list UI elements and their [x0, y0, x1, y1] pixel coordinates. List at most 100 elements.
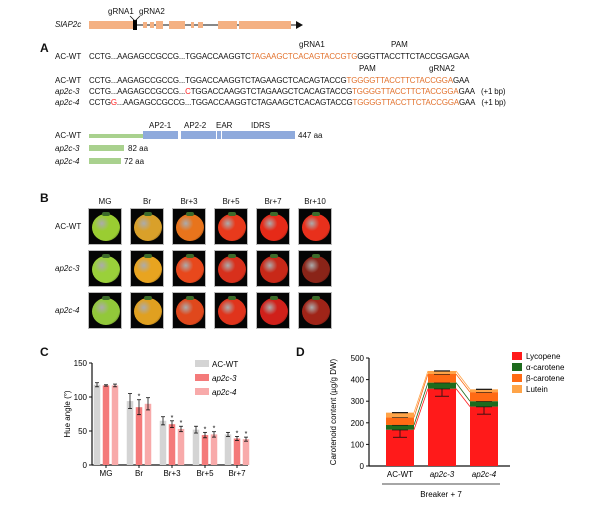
legend-label: α-carotene — [526, 363, 565, 372]
stage-column-label: MG — [98, 197, 112, 206]
stacked-bar-β-carotene — [470, 392, 498, 402]
legend-swatch — [512, 363, 522, 371]
x-tick-label: Br — [135, 469, 143, 478]
bar-AC-WT — [126, 401, 134, 465]
stage-column-label: Br — [143, 197, 151, 206]
domain-label-ear: EAR — [216, 121, 233, 130]
connector-line — [413, 373, 429, 418]
y-axis-title: Hue angle (°) — [63, 390, 72, 438]
legend-swatch — [512, 352, 522, 360]
y-tick-label: 50 — [78, 427, 87, 436]
stacked-bar-α-carotene — [470, 401, 498, 407]
bar-ap2c-4 — [144, 403, 152, 465]
tomato-fruit — [92, 214, 120, 241]
sequence-segment: GAA — [459, 98, 476, 107]
sequence-row: CCTG...AAGAGCCGCCG...CTGGACCAAGGTCTAGAAG… — [89, 87, 505, 96]
pam2-label: PAM — [359, 64, 376, 73]
legend-label: AC-WT — [212, 360, 238, 369]
sequence-row-label: ap2c-3 — [55, 87, 80, 96]
protein-row-label-ap2c-3: ap2c-3 — [55, 144, 80, 153]
tomato-stem — [270, 212, 278, 216]
grna1-marker-label: gRNA1 — [108, 7, 134, 16]
tomato-photo — [130, 292, 164, 329]
panel-d-label: D — [296, 345, 305, 359]
gene-structure-diagram — [89, 15, 303, 30]
legend-label: β-carotene — [526, 374, 565, 383]
bar-AC-WT — [192, 429, 200, 465]
legend-label: Lutein — [526, 385, 548, 394]
sequence-row-label: AC-WT — [55, 76, 82, 85]
legend-label: Lycopene — [526, 352, 561, 361]
x-tick-label: Br+7 — [228, 469, 246, 478]
carotenoid-chart: 0 100 200 300 400 500 Carotenoid content (µg/g… — [329, 352, 565, 499]
bar-ap2c-3 — [168, 424, 176, 465]
significance-mark: * — [236, 430, 239, 437]
y-tick-label: 0 — [83, 461, 88, 470]
bar-AC-WT — [224, 434, 232, 465]
grna2-marker-label: gRNA2 — [139, 7, 165, 16]
insertion-note: (+1 bp) — [478, 87, 506, 96]
sequence-row: CCTGG...AAGAGCCGCCG...TGGACCAAGGTCTAGAAG… — [89, 98, 506, 107]
tomato-fruit — [92, 256, 120, 283]
sequence-segment: GAA — [452, 76, 470, 85]
tomato-stem — [186, 254, 194, 258]
x-tick-label: ap2c-3 — [430, 470, 455, 479]
tomato-stem — [312, 212, 320, 216]
tomato-stem — [270, 254, 278, 258]
tomato-stem — [186, 296, 194, 300]
protein-length-ap2c-4: 72 aa — [124, 157, 145, 166]
significance-mark: * — [213, 426, 216, 433]
legend-swatch — [195, 360, 209, 367]
tomato-photo — [88, 250, 122, 287]
sequence-row: CCTG...AAGAGCCGCCG...TGGACCAAGGTCTAGAAGC… — [89, 52, 469, 61]
hue-angle-chart: 0 50 100 150 Hue angle (°) MG Br * Br+3 * * Br+5 * * B… — [63, 359, 250, 478]
tomato-fruit — [176, 214, 204, 241]
tomato-fruit — [260, 256, 288, 283]
insertion-note: (+1 bp) — [479, 98, 506, 107]
gene-name: SlAP2c — [55, 20, 82, 29]
stacked-bar-β-carotene — [428, 373, 456, 383]
bar-ap2c-3 — [135, 407, 143, 465]
tomato-stem — [228, 296, 236, 300]
stage-column-label: Br+3 — [180, 197, 198, 206]
legend-swatch — [512, 385, 522, 393]
tomato-photo — [88, 208, 122, 245]
genotype-row-label: ap2c-3 — [55, 264, 80, 273]
bar-ap2c-4 — [177, 428, 185, 465]
panel-b-label: B — [40, 191, 49, 205]
tomato-photo — [298, 292, 332, 329]
legend-label: ap2c-4 — [212, 388, 237, 397]
significance-mark: * — [245, 431, 248, 438]
tomato-photo — [214, 208, 248, 245]
tomato-photo — [172, 208, 206, 245]
bar-ap2c-4 — [111, 385, 119, 465]
y-tick-label: 100 — [351, 440, 365, 449]
tomato-photo — [298, 250, 332, 287]
sequence-segment: ...AAGAGCCGCCG...TGGACCAAGGTCTAGAAGCTCAC… — [116, 98, 353, 107]
genotype-row-label: ap2c-4 — [55, 306, 80, 315]
y-tick-label: 100 — [74, 393, 88, 402]
tomato-stem — [102, 254, 110, 258]
tomato-photo — [172, 292, 206, 329]
tomato-fruit — [302, 256, 330, 283]
domain-label-ap2-1: AP2-1 — [149, 121, 172, 130]
y-tick-label: 500 — [351, 354, 365, 363]
domain-label-ap2-2: AP2-2 — [184, 121, 207, 130]
sequence-segment: TGGGGTTACCTTCTACCGGA — [346, 76, 454, 85]
tomato-photo — [256, 208, 290, 245]
tomato-photo — [256, 250, 290, 287]
stacked-bar-β-carotene — [386, 417, 414, 425]
connector-line — [455, 373, 471, 393]
sequence-row: CCTG...AAGAGCCGCCG...TGGACCAAGGTCTAGAAGC… — [89, 76, 469, 85]
bar-AC-WT — [159, 420, 167, 465]
protein-length-wt: 447 aa — [298, 131, 323, 140]
tomato-fruit — [218, 214, 246, 241]
tomato-fruit — [260, 298, 288, 325]
connector-line — [455, 388, 471, 407]
significance-mark: * — [138, 394, 141, 401]
grna1-label: gRNA1 — [299, 40, 325, 49]
grna2-label: gRNA2 — [429, 64, 455, 73]
tomato-photo — [298, 208, 332, 245]
tomato-fruit — [176, 298, 204, 325]
connector-line — [455, 370, 471, 390]
